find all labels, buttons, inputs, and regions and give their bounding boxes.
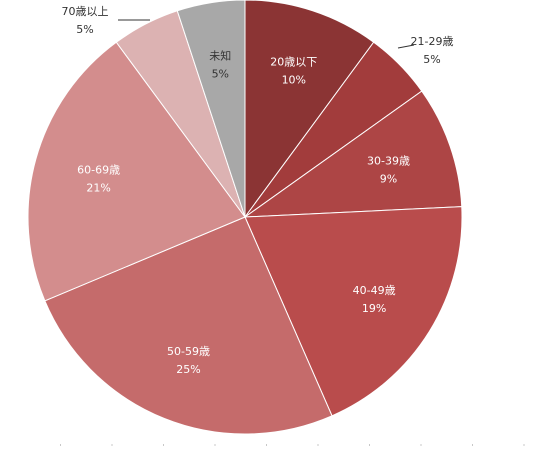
pie-slices [27,0,463,435]
slice-category-label: 30-39歳 [367,154,410,167]
axis-tick [111,444,113,446]
slice-value-label: 5% [212,68,229,81]
slice-value-label: 10% [282,74,306,87]
slice-category-label: 40-49歳 [353,284,396,297]
axis-tick [317,444,319,446]
leader-line-1 [397,44,415,49]
axis-tick [523,444,525,446]
pie-slice-3 [244,206,463,417]
slice-category-label: 未知 [209,49,231,63]
slice-category-label: 70歳以上 [62,5,109,18]
pie-slice-0 [244,0,375,219]
pie-slice-5 [27,41,246,302]
axis-tick [60,444,61,446]
slice-value-label: 19% [362,302,386,315]
slice-category-label: 21-29歳 [411,35,454,48]
pie-slice-7 [176,0,246,218]
bottom-axis-ticks [60,444,525,446]
slice-category-label: 50-59歳 [167,345,210,358]
slice-value-label: 25% [176,363,200,376]
slice-value-label: 5% [76,23,93,36]
leader-lines [118,19,415,49]
slice-value-label: 5% [423,53,440,66]
pie-slice-2 [243,90,463,218]
axis-tick [214,444,216,446]
slice-value-label: 9% [380,172,397,185]
axis-tick [420,444,422,446]
slice-labels: 20歳以下 10% 21-29歳 5% 30-39歳 9% 40-49歳 19% 50-59歳 2… [62,5,454,376]
slice-category-label: 60-69歳 [77,164,120,177]
axis-tick [163,444,164,446]
axis-tick [369,444,370,446]
axis-tick [266,444,267,446]
axis-tick [472,444,473,446]
slice-value-label: 21% [86,182,110,195]
slice-category-label: 20歳以下 [270,56,317,69]
